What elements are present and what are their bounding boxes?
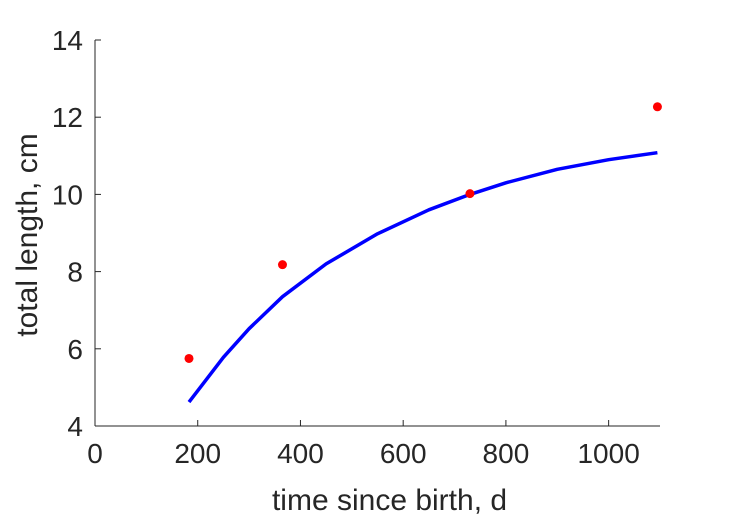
x-axis-label: time since birth, d — [272, 484, 507, 517]
x-tick-label: 0 — [87, 438, 103, 469]
y-tick-label: 12 — [52, 102, 83, 133]
y-tick-label: 6 — [67, 334, 83, 365]
y-ticks: 4 6 8 10 12 14 — [52, 25, 101, 442]
fit-curve — [187, 150, 658, 404]
y-axis-label: total length, cm — [11, 133, 44, 336]
data-point — [277, 260, 287, 270]
x-tick-label: 800 — [483, 438, 530, 469]
data-point — [652, 102, 662, 112]
x-tick-label: 1000 — [577, 438, 639, 469]
y-tick-label: 10 — [52, 179, 83, 210]
data-point — [465, 189, 475, 199]
data-point — [184, 353, 194, 363]
x-tick-label: 200 — [174, 438, 221, 469]
y-tick-label: 4 — [67, 411, 83, 442]
y-tick-label: 14 — [52, 25, 83, 56]
x-tick-label: 400 — [277, 438, 324, 469]
x-tick-label: 600 — [380, 438, 427, 469]
x-ticks: 0 200 400 600 800 1000 — [87, 420, 640, 469]
series-layer — [184, 102, 662, 404]
axes — [94, 40, 660, 427]
y-tick-label: 8 — [67, 257, 83, 288]
